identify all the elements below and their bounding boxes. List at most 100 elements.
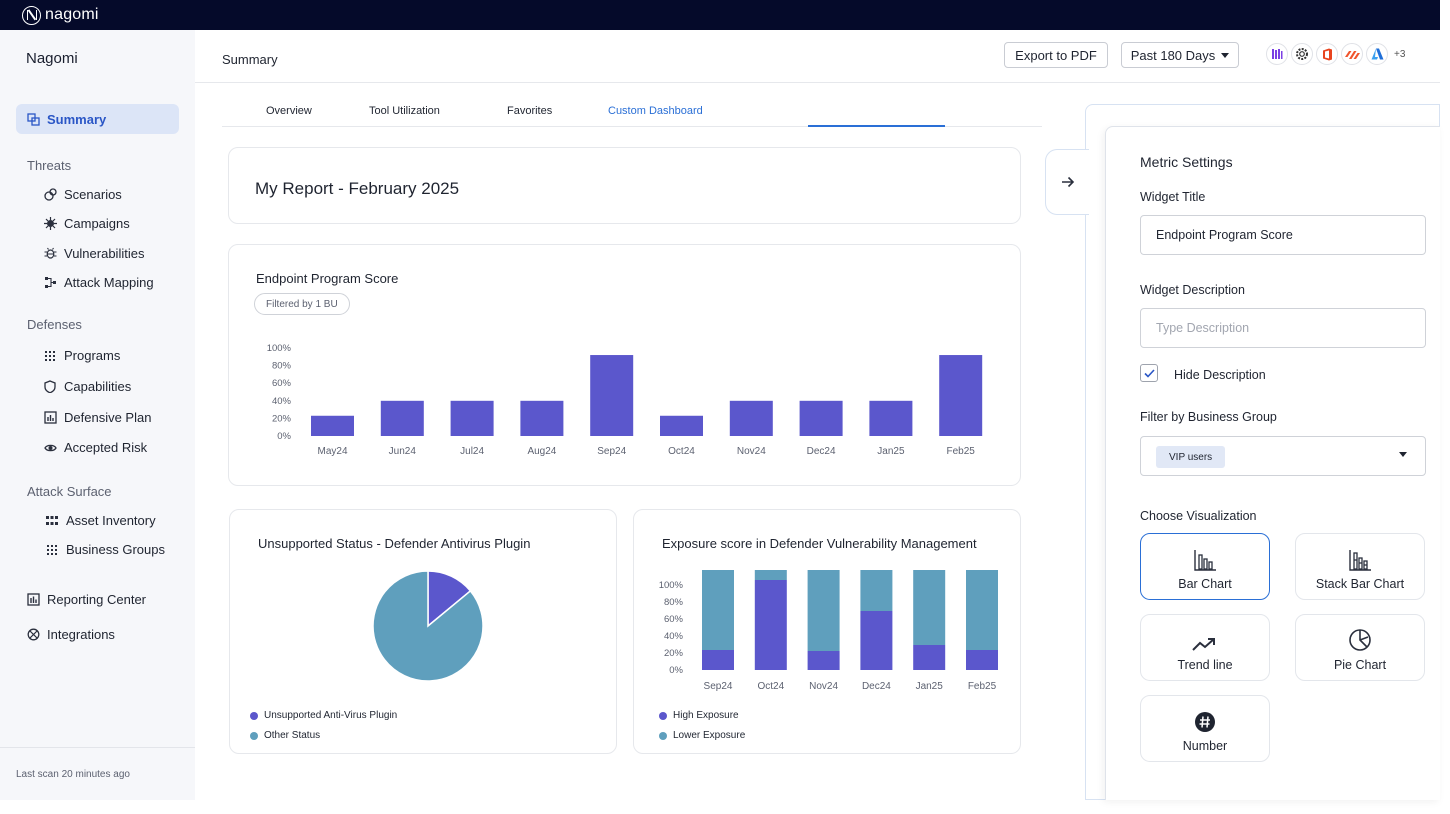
viz-option-label: Stack Bar Chart — [1315, 577, 1405, 591]
pie-chart-title: Unsupported Status - Defender Antivirus … — [258, 536, 531, 551]
office-icon[interactable] — [1316, 43, 1338, 65]
exposure-stacked-chart: 0% 20% 40% 60% 80% 100% Sep24 Oct24 Nov24 Dec24 Ja… — [659, 570, 998, 692]
x-tick-label: Sep24 — [597, 446, 626, 457]
sidebar-item-defensive-plan[interactable]: Defensive Plan — [43, 410, 151, 425]
bar — [939, 355, 983, 436]
report-title-card: My Report - February 2025 — [228, 147, 1021, 224]
sidebar-item-campaigns[interactable]: Campaigns — [43, 216, 130, 231]
y-tick-label: 0% — [277, 431, 291, 442]
eye-icon — [43, 441, 57, 455]
viz-option-label: Pie Chart — [1333, 658, 1387, 672]
sidebar-item-scenarios[interactable]: Scenarios — [43, 187, 122, 202]
legend-label: High Exposure — [673, 710, 739, 721]
defensive-plan-icon — [43, 411, 57, 425]
sidebar-item-programs[interactable]: Programs — [43, 348, 120, 363]
business-group-select[interactable]: VIP users — [1140, 436, 1426, 476]
y-tick-label: 40% — [272, 396, 292, 407]
hide-description-label: Hide Description — [1174, 368, 1266, 382]
tab-favorites[interactable]: Favorites — [507, 105, 553, 117]
sidebar-item-attack-mapping[interactable]: Attack Mapping — [43, 275, 154, 290]
panel-title: Metric Settings — [1140, 154, 1233, 170]
sidebar-item-label: Programs — [64, 348, 121, 363]
gear-circle-icon[interactable] — [1291, 43, 1313, 65]
date-range-label: Past 180 Days — [1130, 47, 1216, 63]
bar-chart-icon — [1194, 550, 1216, 571]
trend-line-icon — [1192, 638, 1215, 651]
filter-chip[interactable]: Filtered by 1 BU — [254, 293, 350, 315]
stack-segment — [702, 650, 734, 670]
sidebar-item-capabilities[interactable]: Capabilities — [43, 379, 131, 394]
y-tick-label: 60% — [664, 614, 684, 625]
sidebar-item-label: Capabilities — [64, 379, 132, 394]
palo-alto-icon[interactable] — [1341, 43, 1363, 65]
x-tick-label: Jun24 — [389, 446, 417, 457]
pie-slice — [372, 570, 484, 682]
pie-chart-icon — [1349, 629, 1371, 651]
y-tick-label: 100% — [267, 343, 292, 354]
endpoint-chart-title: Endpoint Program Score — [256, 271, 399, 286]
report-icon — [26, 593, 40, 607]
bar — [869, 400, 913, 436]
y-tick-label: 20% — [664, 648, 684, 659]
more-tools-count[interactable]: +3 — [1394, 48, 1406, 60]
widget-title-label: Widget Title — [1140, 190, 1206, 204]
sidebar: Nagomi Summary Threats Scenarios Campaig… — [0, 30, 195, 800]
viz-option-trend-line[interactable]: Trend line — [1140, 614, 1270, 681]
viz-option-bar-chart[interactable]: Bar Chart — [1140, 533, 1270, 600]
legend-label: Lower Exposure — [673, 730, 746, 741]
collapse-panel-button[interactable] — [1045, 149, 1089, 215]
viz-option-number[interactable]: Number — [1140, 695, 1270, 762]
y-tick-label: 40% — [664, 631, 684, 642]
sidebar-item-integrations[interactable]: Integrations — [26, 627, 115, 642]
x-tick-label: Jan25 — [877, 446, 905, 457]
viz-option-stack-bar-chart[interactable]: Stack Bar Chart — [1295, 533, 1425, 600]
bar — [520, 400, 564, 436]
x-tick-label: May24 — [317, 446, 347, 457]
sidebar-footer: Last scan 20 minutes ago — [0, 747, 195, 800]
x-tick-label: Jan25 — [916, 681, 944, 692]
tab-tool-utilization[interactable]: Tool Utilization — [369, 105, 440, 117]
sidebar-item-asset-inventory[interactable]: Asset Inventory — [45, 513, 156, 528]
widget-title-input[interactable]: Endpoint Program Score — [1140, 215, 1426, 255]
date-range-dropdown[interactable]: Past 180 Days — [1121, 42, 1239, 68]
azure-icon[interactable] — [1366, 43, 1388, 65]
stack-segment — [702, 570, 734, 650]
viz-option-pie-chart[interactable]: Pie Chart — [1295, 614, 1425, 681]
stack-bar-chart-icon — [1349, 550, 1371, 571]
sidebar-item-business-groups[interactable]: Business Groups — [45, 542, 165, 557]
grid-icon — [45, 514, 59, 528]
header-divider — [195, 82, 1440, 83]
stack-segment — [807, 651, 840, 670]
stack-segment — [754, 580, 787, 670]
sidebar-item-summary[interactable]: Summary — [16, 104, 179, 134]
widget-description-label: Widget Description — [1140, 283, 1245, 297]
pie-chart-card[interactable]: Unsupported Status - Defender Antivirus … — [229, 509, 617, 754]
endpoint-chart-card[interactable]: Endpoint Program Score Filtered by 1 BU … — [228, 244, 1021, 486]
exposure-chart-card[interactable]: Exposure score in Defender Vulnerability… — [633, 509, 1021, 754]
sidebar-item-vulnerabilities[interactable]: Vulnerabilities — [43, 246, 144, 261]
sidebar-item-reporting-center[interactable]: Reporting Center — [26, 592, 146, 607]
endpoint-bar-chart: 0% 20% 40% 60% 80% 100% May24 Jun24 Jul24 Aug24 Se… — [267, 343, 983, 457]
widget-description-input[interactable]: Type Description — [1140, 308, 1426, 348]
report-title: My Report - February 2025 — [255, 179, 460, 198]
integrations-icon — [26, 628, 40, 642]
sidebar-item-label: Reporting Center — [47, 592, 146, 607]
viz-option-label: Number — [1182, 739, 1228, 753]
x-tick-label: Nov24 — [737, 446, 766, 457]
y-tick-label: 100% — [659, 580, 684, 591]
purple-bars-icon[interactable] — [1266, 43, 1288, 65]
viz-option-label: Bar Chart — [1178, 577, 1232, 591]
tab-overview[interactable]: Overview — [266, 105, 312, 117]
dots-grid-icon — [45, 543, 59, 557]
export-pdf-button[interactable]: Export to PDF — [1004, 42, 1108, 68]
sidebar-item-accepted-risk[interactable]: Accepted Risk — [43, 440, 147, 455]
chevron-down-icon — [1399, 452, 1407, 457]
logo-text: nagomi — [45, 6, 99, 23]
legend-dot — [659, 731, 667, 740]
campaigns-icon — [43, 217, 57, 231]
sidebar-item-label: Business Groups — [66, 542, 165, 557]
group-threats: Threats — [27, 158, 72, 173]
hide-description-checkbox[interactable] — [1140, 364, 1158, 382]
chevron-down-icon — [1221, 52, 1230, 58]
tab-custom-dashboard[interactable]: Custom Dashboard — [608, 105, 703, 117]
